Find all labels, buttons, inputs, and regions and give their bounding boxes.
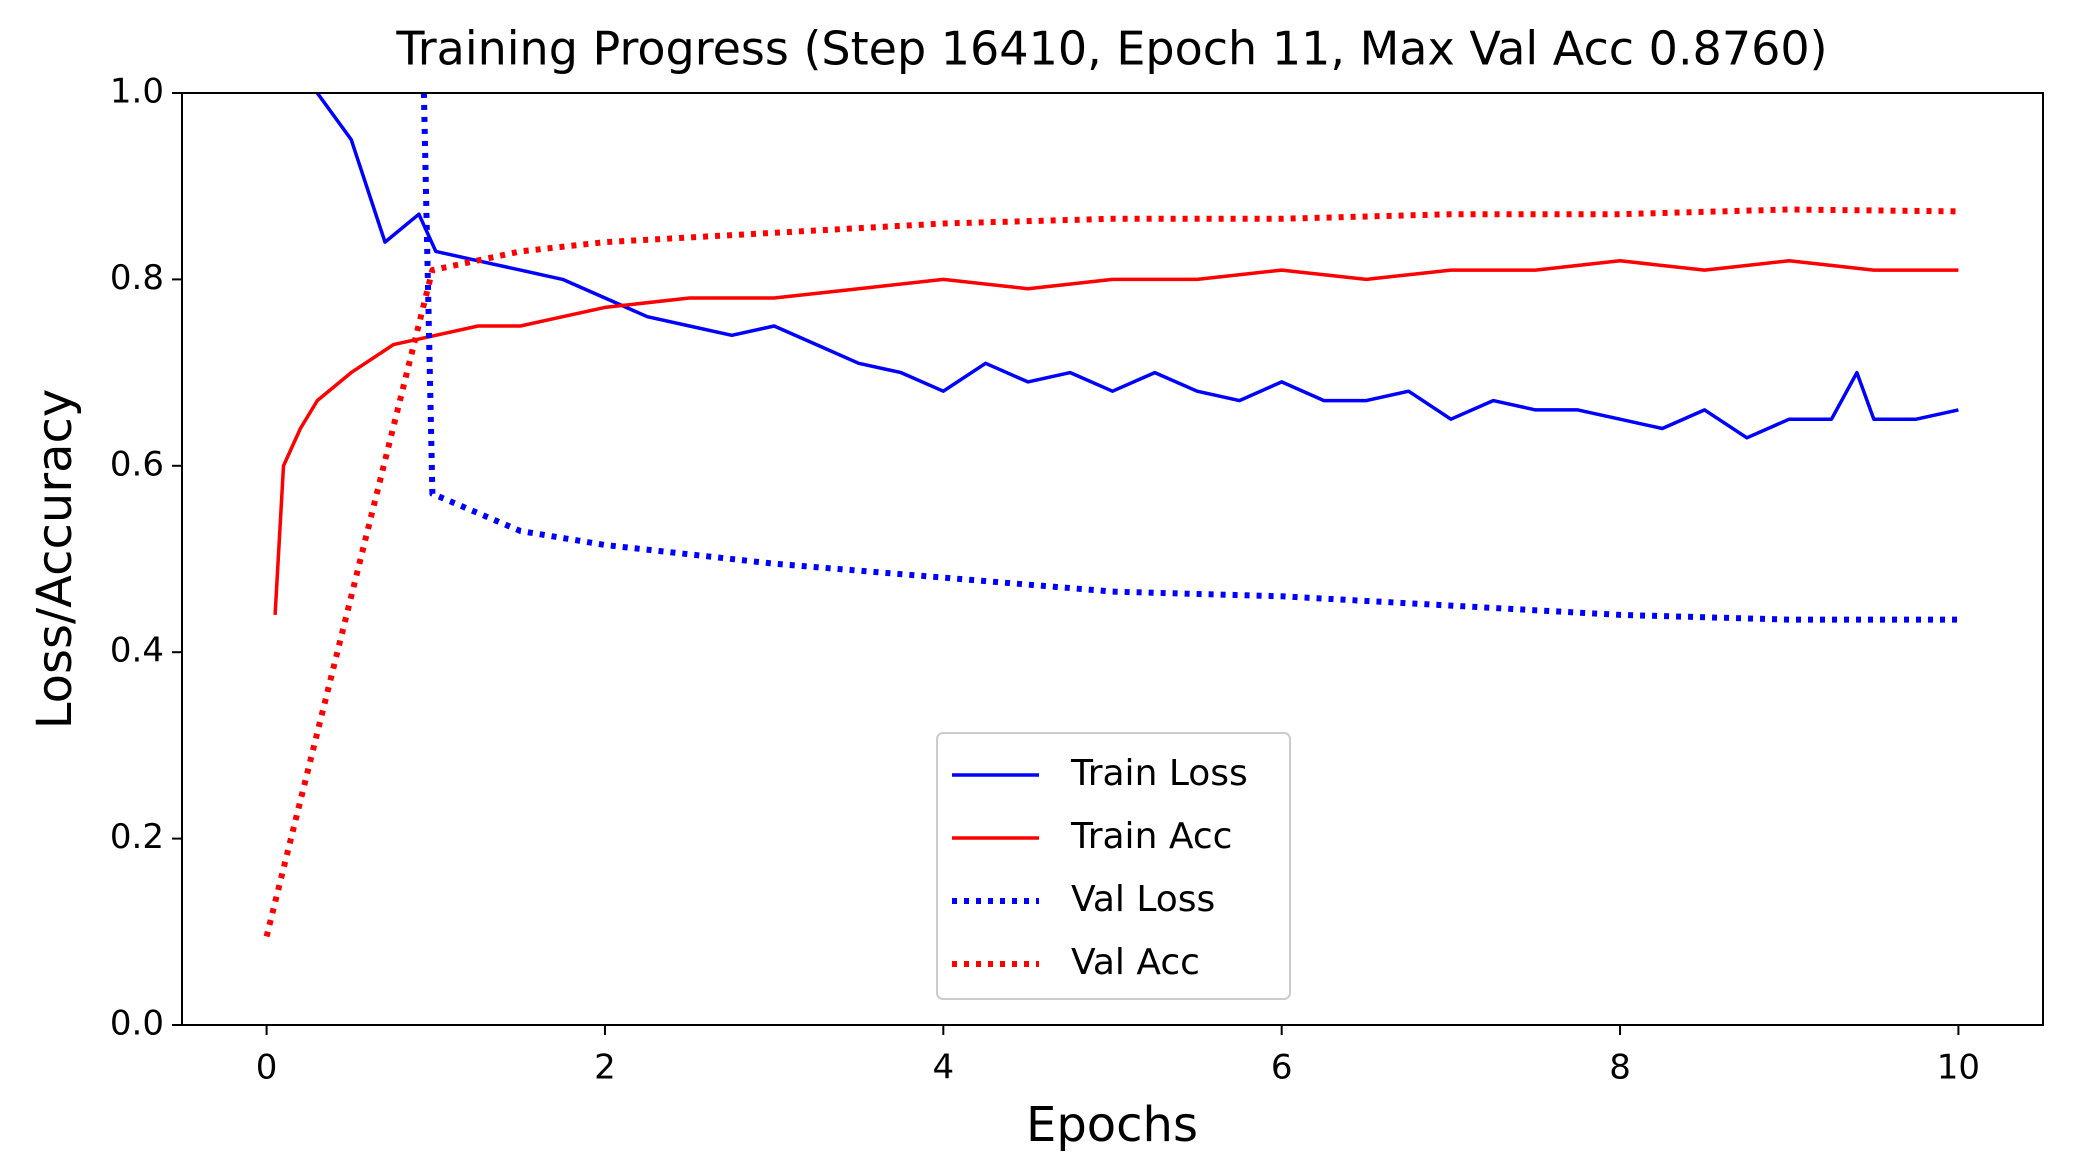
y-tick-label: 0.8: [110, 258, 164, 298]
x-tick-label: 10: [1937, 1048, 1980, 1088]
series-line: [420, 93, 1959, 623]
legend-label: Val Loss: [1071, 879, 1215, 920]
y-tick-label: 0.6: [110, 444, 164, 484]
y-tick-label: 0.2: [110, 817, 164, 857]
x-tick-label: 4: [932, 1048, 954, 1088]
legend-label: Train Loss: [1070, 753, 1248, 794]
x-axis-label: Epochs: [1026, 1097, 1198, 1153]
x-tick-label: 0: [256, 1048, 278, 1088]
chart-title: Training Progress (Step 16410, Epoch 11,…: [395, 22, 1827, 76]
series-line: [273, 259, 1959, 615]
legend: Train Loss Train Acc Val Loss Val Acc: [936, 732, 1291, 1000]
legend-label: Train Acc: [1070, 816, 1232, 857]
series-line: [315, 93, 1959, 440]
y-tick-label: 0.4: [110, 631, 164, 671]
legend-box: [936, 732, 1291, 1000]
y-tick-label: 0.0: [110, 1004, 164, 1044]
legend-label: Val Acc: [1071, 942, 1200, 983]
x-tick-label: 2: [594, 1048, 616, 1088]
plot-lines: [263, 93, 1959, 938]
x-tick-label: 6: [1271, 1048, 1293, 1088]
plot-frame: [181, 92, 2044, 1026]
y-tick-label: 1.0: [110, 72, 164, 112]
series-line: [263, 206, 1959, 938]
y-axis-label: Loss/Accuracy: [27, 389, 83, 730]
x-tick-label: 8: [1609, 1048, 1631, 1088]
